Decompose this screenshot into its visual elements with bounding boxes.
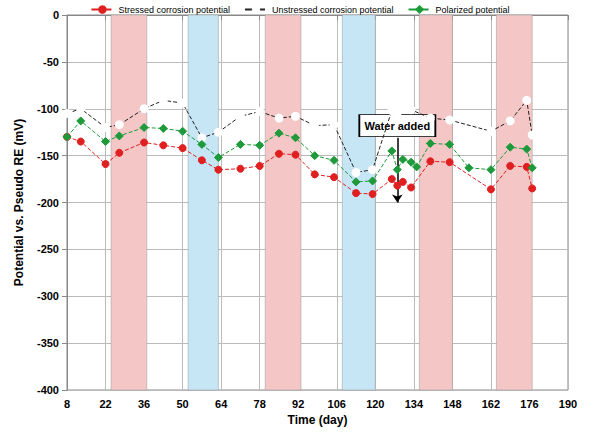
svg-text:64: 64 — [215, 398, 228, 410]
svg-text:162: 162 — [482, 398, 500, 410]
svg-text:-200: -200 — [37, 197, 59, 209]
svg-text:190: 190 — [559, 398, 577, 410]
svg-text:78: 78 — [254, 398, 266, 410]
svg-text:176: 176 — [520, 398, 538, 410]
svg-text:Polarized potential: Polarized potential — [436, 5, 510, 15]
svg-text:0: 0 — [53, 9, 59, 21]
svg-text:36: 36 — [138, 398, 150, 410]
svg-text:92: 92 — [292, 398, 304, 410]
svg-text:-400: -400 — [37, 384, 59, 396]
svg-text:50: 50 — [176, 398, 188, 410]
svg-text:Stressed corrosion potential: Stressed corrosion potential — [118, 5, 230, 15]
svg-text:Water added: Water added — [365, 120, 431, 132]
svg-text:-100: -100 — [37, 103, 59, 115]
svg-text:Unstressed corrosion potential: Unstressed corrosion potential — [272, 5, 394, 15]
svg-text:Time (day): Time (day) — [288, 413, 348, 427]
svg-text:-350: -350 — [37, 337, 59, 349]
svg-text:22: 22 — [99, 398, 111, 410]
svg-text:-150: -150 — [37, 150, 59, 162]
svg-text:-250: -250 — [37, 243, 59, 255]
svg-text:-50: -50 — [43, 56, 59, 68]
svg-text:8: 8 — [64, 398, 70, 410]
svg-text:106: 106 — [328, 398, 346, 410]
svg-text:Potential vs. Pseudo RE (mV): Potential vs. Pseudo RE (mV) — [12, 119, 26, 286]
svg-text:-300: -300 — [37, 290, 59, 302]
svg-text:120: 120 — [366, 398, 384, 410]
svg-text:134: 134 — [405, 398, 424, 410]
svg-text:148: 148 — [443, 398, 461, 410]
